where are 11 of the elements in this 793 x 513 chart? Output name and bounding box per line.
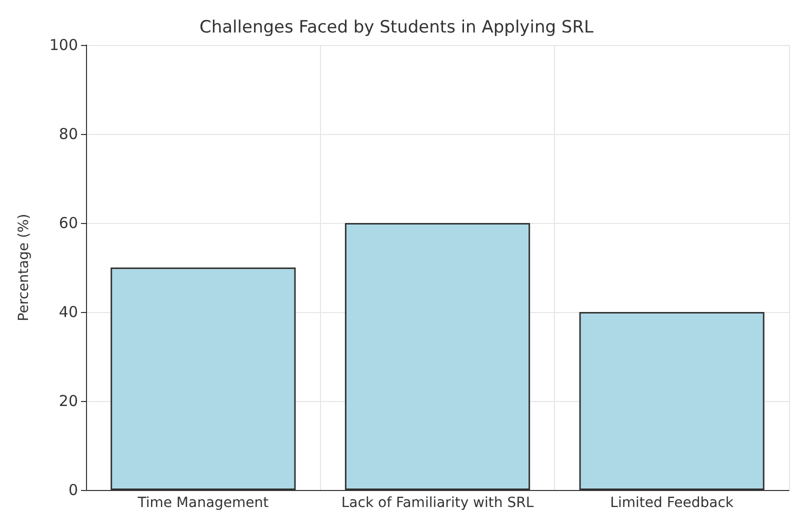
x-tick-label: Time Management [136, 495, 270, 511]
y-tick-label: 100 [49, 36, 78, 54]
y-tick-label: 0 [68, 481, 78, 499]
y-tick-label: 80 [58, 125, 78, 143]
x-tick-label: Limited Feedback [610, 495, 734, 511]
y-tick-label: 40 [58, 303, 78, 321]
x-tick-label: Lack of Familiarity with SRL [341, 495, 534, 511]
y-tick-label: 20 [58, 392, 78, 410]
chart-title: Challenges Faced by Students in Applying SRL [200, 18, 594, 38]
y-axis-title: Percentage (%) [16, 214, 32, 322]
y-tick-label: 60 [58, 214, 78, 232]
